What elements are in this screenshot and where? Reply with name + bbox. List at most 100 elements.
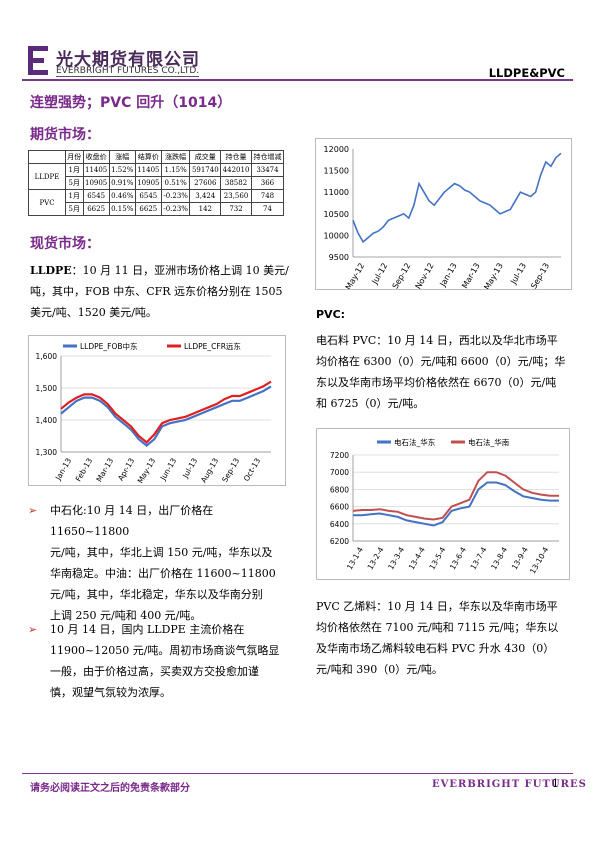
- bullet-paragraph-2: 10 月 14 日，国内 LLDPE 主流价格在 11900~12050 元/吨…: [50, 619, 290, 703]
- company-name-cn: 光大期货有限公司: [56, 50, 200, 70]
- table-row: PVC 1月 6545 0.46% 6545 -0.23% 3,424 23,5…: [28, 189, 285, 216]
- paragraph-line: 上调 250 元/吨和 400 元/吨。: [50, 609, 202, 622]
- table-cell: 5月: [65, 202, 84, 216]
- report-tag: LLDPE&PVC: [488, 66, 565, 80]
- y-tick-label: 11500: [324, 167, 349, 176]
- paragraph-line: 美元/吨、1520 美元/吨。: [30, 306, 157, 319]
- table-header-cell: 涨幅: [108, 150, 136, 164]
- legend-label: 电石法_华东: [394, 437, 436, 447]
- table-cell-product: PVC: [28, 189, 66, 216]
- company-name-en: EVERBRIGHT FUTURES CO.,LTD.: [56, 66, 200, 77]
- y-tick-label: 10000: [324, 231, 349, 240]
- table-header-cell: [28, 150, 66, 164]
- spot-section-title: 现货市场：: [30, 236, 100, 252]
- footer-brand: EVERBRIGHT FUTURES: [432, 779, 587, 790]
- table-header-cell: 持仓增减: [250, 150, 285, 164]
- y-tick-label: 1,600: [36, 352, 58, 361]
- paragraph-line: 一般，由于价格过高，买卖双方交投愈加谨: [50, 665, 259, 678]
- table-cell: 1.52%: [108, 163, 136, 177]
- paragraph-line: 11900~12050 元/吨。周初市场商谈气氛略显: [50, 644, 280, 657]
- table-cell: 74: [250, 202, 285, 216]
- table-cell: 6545: [82, 189, 110, 203]
- series-line-1: [352, 471, 559, 521]
- company-logo-icon: [26, 44, 50, 77]
- lldpe-intl-chart-svg: 1,300 1,400 1,500 1,600 Jan-13 Feb-13 Mar-13 Ap…: [36, 341, 272, 485]
- legend-label: LLDPE_CFR远东: [184, 341, 241, 351]
- futures-table: 月份 收盘价 涨幅 结算价 涨跌幅 成交量 持仓量 持仓增减 LLDPE 1月 …: [28, 150, 285, 216]
- futures-section-title: 期货市场：: [30, 127, 100, 143]
- paragraph-line: 电石料 PVC：10 月 14 日，西北以及华北市场平: [316, 334, 558, 347]
- x-tick-label: Sep-13: [529, 262, 551, 290]
- table-cell: 6545: [134, 189, 162, 203]
- x-tick-label: Jan-13: [53, 456, 73, 482]
- table-header-cell: 收盘价: [82, 150, 110, 164]
- paragraph-line: 及华南市场乙烯料较电石料 PVC 升水 430（0）: [316, 642, 555, 655]
- table-cell: 0.91%: [108, 176, 136, 190]
- pvc-paragraph: 电石料 PVC：10 月 14 日，西北以及华北市场平 均价格在 6300（0）…: [316, 330, 576, 414]
- table-cell: 366: [250, 176, 285, 190]
- x-tick-label: Nov-12: [414, 262, 436, 290]
- table-cell: 1月: [65, 163, 84, 177]
- y-tick-label: 7200: [330, 451, 349, 460]
- paragraph-line: 慎，观望气氛较为浓厚。: [50, 686, 171, 699]
- x-tick-label: Jun-13: [158, 456, 178, 482]
- table-header-row: 月份 收盘价 涨幅 结算价 涨跌幅 成交量 持仓量 持仓增减: [28, 150, 285, 164]
- x-tick-label: May-13: [136, 456, 158, 485]
- legend-label: LLDPE_FOB中东: [80, 341, 138, 351]
- y-tick-label: 11000: [324, 188, 349, 197]
- x-tick-label: Jul-12: [370, 262, 390, 287]
- table-row: 5月 10905 0.91% 10905 0.51% 27606 38582 3…: [29, 176, 285, 190]
- lldpe-label: LLDPE: [30, 264, 72, 277]
- header-divider: [22, 79, 573, 81]
- table-header-cell: 持仓量: [220, 150, 252, 164]
- table-header-cell: 月份: [65, 150, 84, 164]
- table-cell: 23,560: [220, 189, 252, 203]
- x-tick-label: 13-3-4: [386, 545, 406, 571]
- y-tick-label: 6800: [330, 485, 349, 494]
- table-cell: 6625: [82, 202, 110, 216]
- table-cell: 10905: [134, 176, 162, 190]
- x-tick-label: Feb-13: [74, 456, 95, 483]
- table-cell: 3,424: [189, 189, 222, 203]
- x-tick-label: 13-8-4: [489, 545, 509, 571]
- paragraph-line: 东以及华南市场平均价格依然在 6670（0）元/吨: [316, 376, 557, 389]
- x-tick-label: 13-9-4: [510, 545, 530, 571]
- table-cell: 38582: [220, 176, 252, 190]
- table-cell: -0.23%: [160, 202, 191, 216]
- table-header-cell: 结算价: [134, 150, 162, 164]
- table-cell: 11405: [82, 163, 110, 177]
- bullet-arrow-icon: ➢: [28, 504, 38, 517]
- paragraph-line: 10 月 14 日，国内 LLDPE 主流价格在: [50, 623, 245, 636]
- y-tick-label: 12000: [324, 145, 349, 154]
- paragraph-line: 中石化:10 月 14 日，出厂价格在 11650~11800: [50, 504, 214, 538]
- table-cell: 6625: [134, 202, 162, 216]
- table-cell: 142: [189, 202, 222, 216]
- paragraph-line: 元/吨，其中，华北稳定，华东以及华南分别: [50, 588, 263, 601]
- table-cell: 33474: [250, 163, 285, 177]
- x-tick-label: May-12: [344, 262, 367, 290]
- page-title: 连塑强势；PVC 回升（1014）: [30, 95, 232, 111]
- table-cell: 10905: [82, 176, 110, 190]
- table-cell: 5月: [65, 176, 84, 190]
- table-cell: -0.23%: [160, 189, 191, 203]
- table-cell: 748: [250, 189, 285, 203]
- y-tick-label: 10500: [324, 210, 349, 219]
- series-line-0: [60, 385, 272, 448]
- bullet-arrow-icon: ➢: [28, 623, 38, 636]
- paragraph-line: 吨，其中，FOB 中东、CFR 远东价格分别在 1505: [30, 285, 283, 298]
- lldpe-paragraph: LLDPE：10 月 11 日，亚洲市场价格上调 10 美元/ 吨，其中，FOB…: [30, 260, 300, 323]
- x-tick-label: Apr-13: [116, 456, 136, 482]
- table-cell: 1月: [65, 189, 84, 203]
- paragraph-line: PVC 乙烯料：10 月 14 日，华东以及华南市场平: [316, 600, 558, 613]
- x-tick-label: Jul-13: [180, 456, 199, 480]
- x-tick-label: 13-10-4: [528, 545, 551, 575]
- y-tick-label: 7000: [330, 468, 349, 477]
- paragraph-line: 元/吨，其中，华北上调 150 元/吨，华东以及: [50, 546, 273, 559]
- y-tick-label: 6400: [330, 520, 349, 529]
- table-cell: 1.15%: [160, 163, 191, 177]
- x-tick-label: Aug-13: [199, 456, 220, 484]
- x-tick-label: Mar-13: [460, 262, 482, 290]
- x-tick-label: Sep-13: [220, 456, 241, 484]
- x-tick-label: Jul-13: [508, 262, 528, 287]
